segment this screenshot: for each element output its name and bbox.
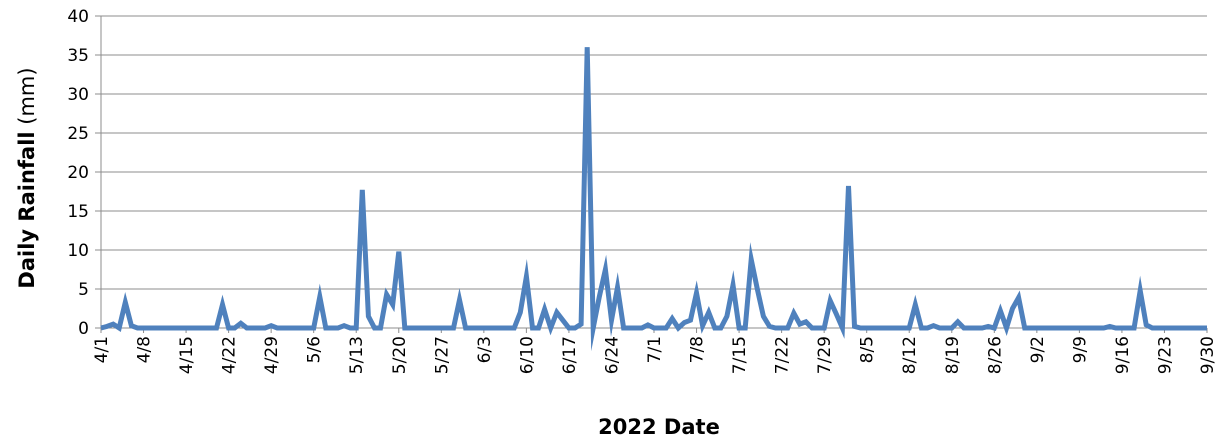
y-tick-label: 40 [67, 7, 89, 27]
x-tick-label: 7/1 [645, 336, 665, 363]
x-tick-label: 6/10 [517, 336, 537, 374]
y-tick-label: 15 [67, 202, 89, 222]
gridlines [101, 15, 1207, 329]
y-tick-label: 30 [67, 85, 89, 105]
y-tick-label: 5 [78, 280, 89, 300]
x-tick-label: 6/17 [560, 336, 580, 374]
x-tick-label: 4/22 [220, 336, 240, 374]
x-tick-label: 7/15 [730, 336, 750, 374]
x-tick-label: 4/8 [135, 336, 155, 363]
x-tick-label: 5/20 [390, 336, 410, 374]
x-tick-label: 9/2 [1028, 336, 1048, 363]
y-axis-title: Daily Rainfall (mm) [15, 67, 39, 288]
series-line-0 [100, 47, 1207, 352]
x-tick-label: 8/26 [985, 336, 1005, 374]
y-axis-title-bold: Daily Rainfall [15, 131, 39, 288]
x-tick-label: 8/5 [858, 336, 878, 363]
x-tick-label: 9/16 [1113, 336, 1133, 374]
x-tick-label: 5/6 [305, 336, 325, 363]
x-tick-labels: 4/1 4/8 4/15 4/22 4/29 5/6 5/13 5/20 5/27 6/3 6/10… [92, 336, 1218, 374]
y-tick-label: 0 [78, 319, 89, 339]
x-tick-label: 8/12 [900, 336, 920, 374]
series-layer [100, 47, 1207, 352]
x-tick-label: 9/30 [1198, 336, 1218, 374]
y-tick-labels: 0 5 10 15 20 25 30 35 40 [67, 7, 89, 339]
x-tick-label: 8/19 [943, 336, 963, 374]
x-tick-label: 4/15 [177, 336, 197, 374]
y-tick-label: 35 [67, 46, 89, 66]
x-tick-label: 4/1 [92, 336, 112, 363]
x-axis-title: 2022 Date [598, 415, 720, 439]
y-tick-label: 10 [67, 241, 89, 261]
x-tick-label: 9/9 [1070, 336, 1090, 363]
x-tick-label: 9/23 [1155, 336, 1175, 374]
y-tick-label: 20 [67, 163, 89, 183]
y-tick-label: 25 [67, 124, 89, 144]
x-tick-label: 7/29 [815, 336, 835, 374]
x-tick-label: 5/27 [432, 336, 452, 374]
x-tick-label: 7/22 [773, 336, 793, 374]
x-tick-label: 4/29 [262, 336, 282, 374]
x-tick-label: 6/24 [602, 336, 622, 374]
x-tick-label: 7/8 [688, 336, 708, 363]
x-tick-label: 6/3 [475, 336, 495, 363]
axes [95, 15, 1208, 333]
y-axis-title-units: (mm) [15, 67, 39, 131]
x-tick-label: 5/13 [347, 336, 367, 374]
